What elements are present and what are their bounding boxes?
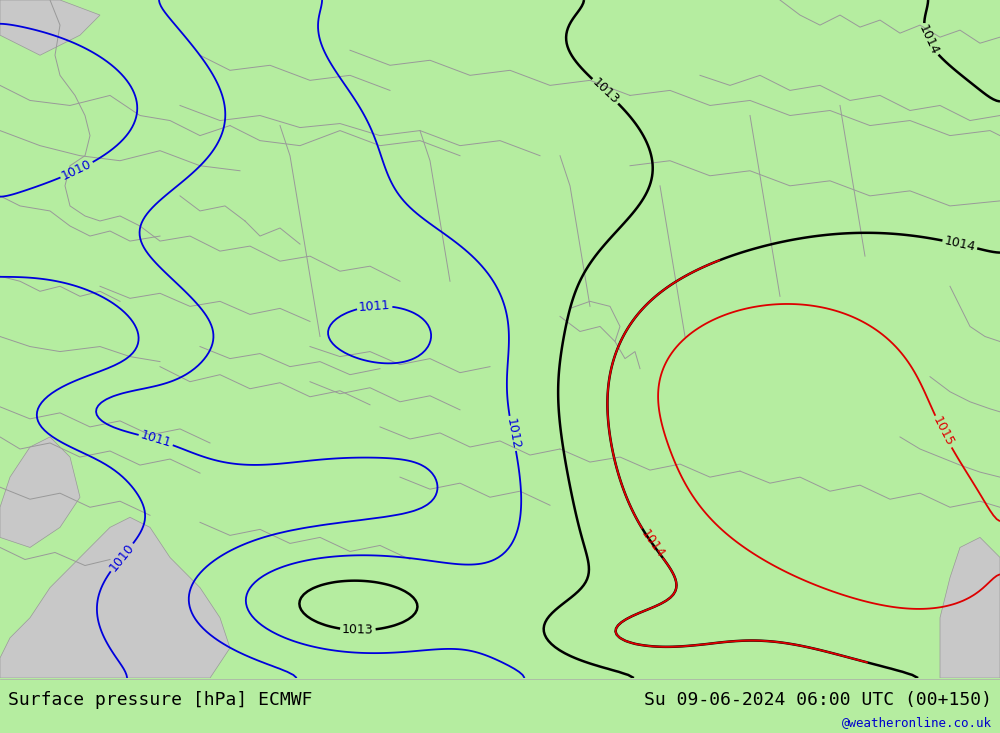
Text: 1013: 1013 — [342, 623, 374, 637]
Text: Surface pressure [hPa] ECMWF: Surface pressure [hPa] ECMWF — [8, 691, 312, 709]
Text: 1012: 1012 — [503, 417, 522, 450]
Text: 1011: 1011 — [139, 429, 173, 450]
Text: 1010: 1010 — [107, 541, 137, 574]
Text: 1014: 1014 — [916, 23, 941, 57]
Polygon shape — [940, 537, 1000, 678]
Text: @weatheronline.co.uk: @weatheronline.co.uk — [842, 716, 992, 729]
Polygon shape — [0, 0, 100, 55]
Polygon shape — [0, 437, 80, 548]
Text: Su 09-06-2024 06:00 UTC (00+150): Su 09-06-2024 06:00 UTC (00+150) — [644, 691, 992, 709]
Text: 1015: 1015 — [930, 415, 956, 449]
Text: 1014: 1014 — [943, 235, 977, 254]
Polygon shape — [0, 517, 230, 678]
Text: 1014: 1014 — [638, 527, 667, 560]
Text: 1013: 1013 — [589, 75, 621, 107]
Text: 1010: 1010 — [60, 158, 94, 183]
Text: 1011: 1011 — [358, 299, 391, 314]
